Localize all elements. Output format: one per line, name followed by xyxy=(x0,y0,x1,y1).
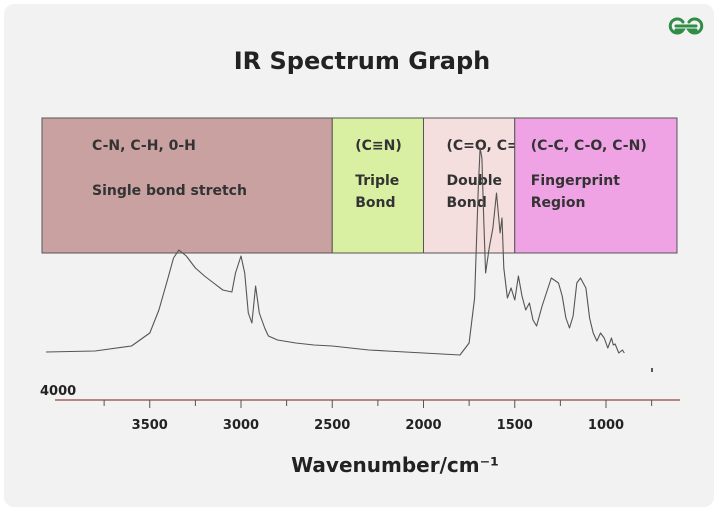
region-3-label-2: Double xyxy=(447,173,503,189)
tick-label: 2000 xyxy=(405,418,441,433)
spectrum-dot xyxy=(651,368,653,372)
region-1-label-1: C-N, C-H, 0-H xyxy=(92,138,196,154)
region-box-2 xyxy=(331,117,424,254)
chart-card xyxy=(4,4,714,507)
tick-label: 1500 xyxy=(497,418,533,433)
tick-label: 1000 xyxy=(588,418,624,433)
region-box-1 xyxy=(41,117,333,254)
region-box-4 xyxy=(514,117,678,254)
tick-label: 3500 xyxy=(132,418,168,433)
x-axis-label: Wavenumber/cm⁻¹ xyxy=(291,453,499,477)
edge-label: 4000 xyxy=(40,384,76,399)
region-4-label-1: (C-C, C-O, C-N) xyxy=(531,138,647,154)
spectrum-line xyxy=(45,147,625,356)
region-4-label-2: Fingerprint xyxy=(531,173,620,189)
region-1-label-2: Single bond stretch xyxy=(92,183,247,199)
region-3-label-1: (C=O, C=N) xyxy=(447,138,537,154)
region-3-label-3: Bond xyxy=(447,195,487,211)
tick-label: 3000 xyxy=(223,418,259,433)
tick-label: 2500 xyxy=(314,418,350,433)
geeksforgeeks-logo-icon xyxy=(668,17,704,35)
chart-title: IR Spectrum Graph xyxy=(234,47,491,75)
region-2-label-2: Triple xyxy=(355,173,399,189)
region-2-label-3: Bond xyxy=(355,195,395,211)
region-2-label-1: (C≡N) xyxy=(355,138,402,154)
region-4-label-3: Region xyxy=(531,195,586,211)
